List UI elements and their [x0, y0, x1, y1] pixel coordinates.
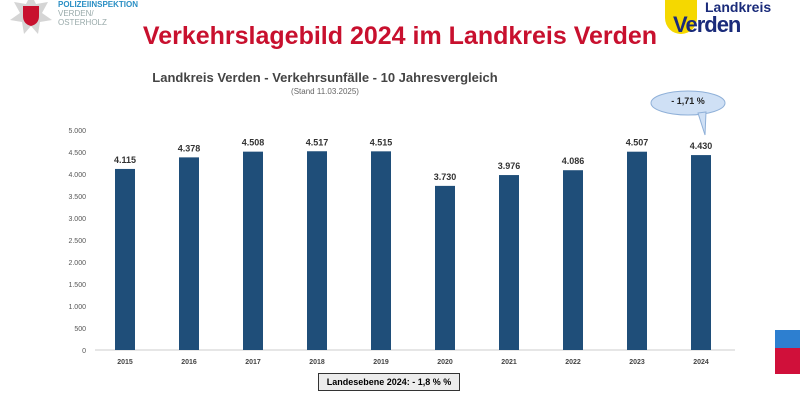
- y-tick-label: 4.000: [68, 172, 86, 179]
- bar-2021: [499, 175, 519, 350]
- data-label: 4.507: [626, 138, 649, 148]
- x-tick-label: 2018: [309, 359, 325, 366]
- y-tick-label: 0: [82, 348, 86, 355]
- x-tick-label: 2022: [565, 359, 581, 366]
- data-label: 4.508: [242, 138, 265, 148]
- x-tick-label: 2024: [693, 359, 709, 366]
- data-label: 4.115: [114, 155, 136, 165]
- y-tick-label: 2.000: [68, 260, 86, 267]
- bar-2019: [371, 151, 391, 350]
- y-tick-label: 1.000: [68, 304, 86, 311]
- y-tick-label: 5.000: [68, 128, 86, 135]
- landkreis-logo-line: Verden: [673, 12, 741, 37]
- data-label: 4.515: [370, 137, 393, 147]
- landkreis-logo: Landkreis Verden: [665, 0, 800, 40]
- bar-2017: [243, 151, 263, 350]
- bar-2023: [627, 151, 647, 350]
- x-tick-label: 2015: [117, 359, 133, 366]
- police-logo-line: VERDEN/: [58, 9, 94, 18]
- bar-2018: [307, 151, 327, 350]
- chart-subtitle: (Stand 11.03.2025): [291, 87, 359, 96]
- y-tick-label: 500: [74, 326, 86, 333]
- bar-2016: [179, 157, 199, 350]
- y-tick-label: 1.500: [68, 282, 86, 289]
- landkreis-logo-shape: [665, 0, 697, 34]
- landkreis-logo-line: Landkreis: [705, 0, 772, 15]
- x-tick-label: 2023: [629, 359, 645, 366]
- landesebene-box: Landesebene 2024: - 1,8 % %: [318, 373, 460, 391]
- police-logo-line: OSTERHOLZ: [58, 18, 107, 27]
- x-tick-label: 2021: [501, 359, 517, 366]
- data-label: 4.430: [690, 141, 713, 151]
- side-accent-blue: [775, 330, 800, 348]
- data-label: 3.730: [434, 172, 457, 182]
- data-label: 3.976: [498, 161, 521, 171]
- bar-2015: [115, 168, 135, 350]
- police-logo-line: POLIZEIINSPEKTION: [58, 0, 139, 9]
- data-label: 4.086: [562, 156, 585, 166]
- callout-text: - 1,71 %: [671, 96, 705, 106]
- y-tick-label: 2.500: [68, 238, 86, 245]
- callout-bubble: [650, 90, 726, 136]
- bar-2022: [563, 170, 583, 350]
- y-tick-label: 4.500: [68, 150, 86, 157]
- police-star-logo: [10, 0, 52, 34]
- y-tick-label: 3.000: [68, 216, 86, 223]
- side-accent-red: [775, 348, 800, 374]
- police-logo-text: POLIZEIINSPEKTION VERDEN/ OSTERHOLZ: [58, 0, 138, 27]
- bar-2024: [691, 155, 711, 350]
- x-tick-label: 2017: [245, 359, 261, 366]
- chart-title: Landkreis Verden - Verkehrsunfälle - 10 …: [152, 70, 498, 85]
- y-tick-label: 3.500: [68, 194, 86, 201]
- bar-2020: [435, 185, 455, 350]
- x-tick-label: 2016: [181, 359, 197, 366]
- x-tick-label: 2020: [437, 359, 453, 366]
- x-tick-label: 2019: [373, 359, 389, 366]
- data-label: 4.378: [178, 143, 201, 153]
- page-title: Verkehrslagebild 2024 im Landkreis Verde…: [142, 22, 658, 50]
- data-label: 4.517: [306, 137, 329, 147]
